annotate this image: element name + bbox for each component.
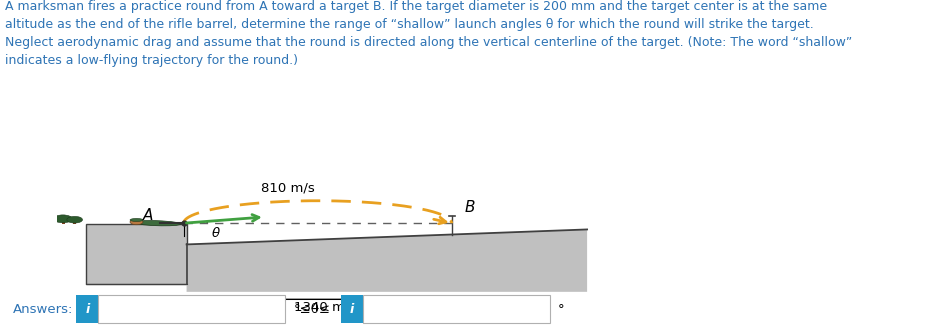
Bar (98, 295, 285, 323)
Text: A marksman fires a practice round from A toward a target B. If the target diamet: A marksman fires a practice round from A… (5, 0, 852, 67)
Text: B: B (465, 200, 475, 215)
Polygon shape (186, 229, 587, 292)
Text: θ: θ (212, 227, 220, 240)
Circle shape (66, 216, 83, 223)
Bar (341, 295, 363, 323)
Text: A: A (143, 208, 154, 223)
Ellipse shape (130, 218, 143, 221)
Text: 1340 m: 1340 m (294, 301, 345, 313)
Bar (73, 221, 76, 224)
Bar (62, 220, 65, 224)
Bar (76, 295, 98, 323)
Circle shape (53, 215, 72, 223)
Text: Answers:: Answers: (12, 303, 73, 316)
Text: i: i (350, 303, 354, 316)
Text: °≤θ≤: °≤θ≤ (294, 303, 331, 316)
Ellipse shape (134, 220, 180, 226)
Polygon shape (86, 224, 186, 284)
Text: 810 m/s: 810 m/s (261, 181, 315, 195)
Circle shape (130, 219, 143, 225)
Text: °: ° (558, 303, 564, 316)
Text: i: i (86, 303, 89, 316)
Bar (363, 295, 550, 323)
